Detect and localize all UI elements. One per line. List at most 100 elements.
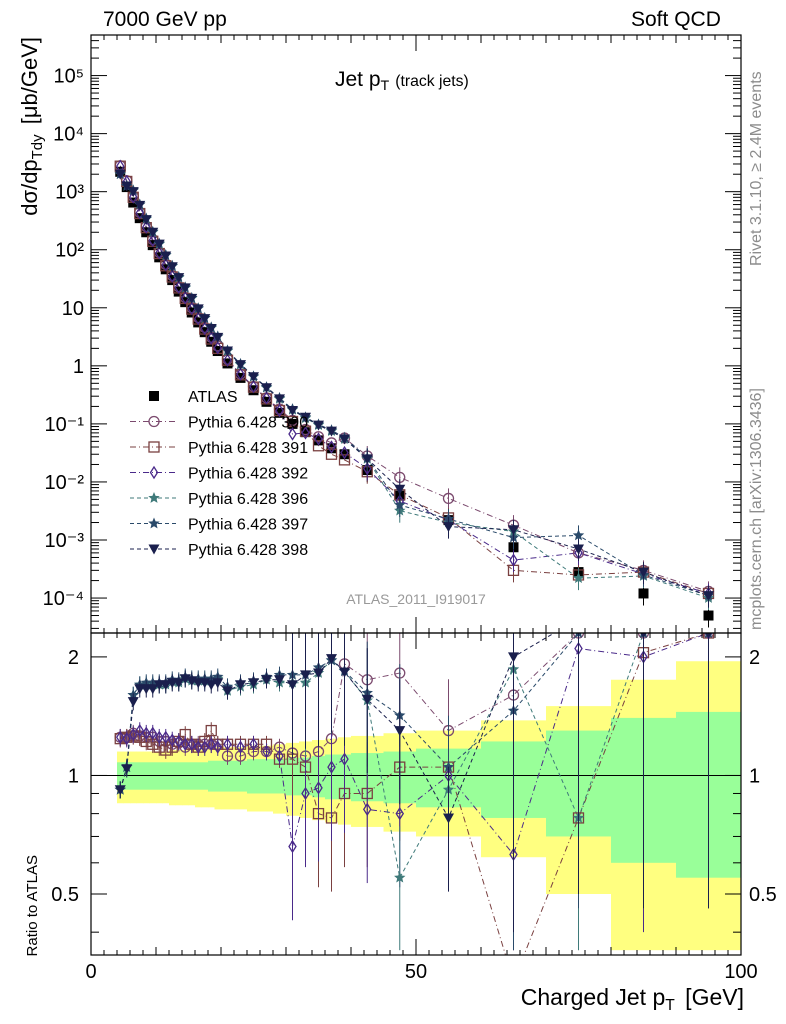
main-marker-2 bbox=[325, 448, 338, 460]
main-marker-3 bbox=[301, 426, 310, 440]
main-marker-5 bbox=[394, 499, 406, 510]
main-marker-6 bbox=[127, 187, 139, 198]
main-marker-0 bbox=[261, 396, 272, 407]
main-marker-3 bbox=[148, 233, 158, 248]
main-marker-0 bbox=[235, 372, 246, 383]
x-tick-label: 100 bbox=[724, 961, 757, 983]
ratio-marker-2 bbox=[154, 730, 164, 744]
main-marker-3 bbox=[249, 379, 258, 394]
ratio-marker-2 bbox=[122, 731, 132, 746]
main-marker-3 bbox=[135, 206, 145, 220]
main-marker-2 bbox=[299, 425, 312, 437]
legend-marker-1 bbox=[148, 415, 160, 428]
ratio-marker-2 bbox=[174, 734, 184, 749]
ratio-marker-2 bbox=[115, 730, 125, 744]
band-inner bbox=[188, 762, 196, 790]
ratio-marker-5 bbox=[205, 680, 217, 691]
ratio-marker-5 bbox=[235, 680, 246, 691]
main-marker-6 bbox=[186, 293, 198, 304]
ratio-marker-5 bbox=[147, 684, 159, 695]
legend-marker-0 bbox=[149, 391, 159, 401]
ylabel-main: dσ/dp bbox=[17, 159, 42, 215]
header-left: 7000 GeV pp bbox=[103, 8, 227, 31]
main-marker-3 bbox=[206, 331, 216, 345]
main-marker-6 bbox=[192, 304, 204, 315]
analysis-label: ATLAS_2011_I919017 bbox=[346, 591, 486, 607]
ratio-marker-2 bbox=[327, 760, 336, 774]
main-marker-0 bbox=[222, 358, 233, 369]
ratio-marker-2 bbox=[275, 749, 284, 763]
band-inner bbox=[273, 759, 287, 794]
main-marker-6 bbox=[638, 567, 649, 578]
legend: ATLAS Pythia 6.428 390 Pythia 6.428 391 Pyt… bbox=[130, 389, 308, 559]
ratio-marker-2 bbox=[148, 726, 158, 740]
ratio-marker-2 bbox=[161, 730, 171, 744]
ratio-marker-5 bbox=[160, 680, 172, 691]
ratio-y-axis-label: Ratio to ATLAS bbox=[24, 855, 41, 956]
main-marker-6 bbox=[261, 383, 272, 394]
ratio-series bbox=[114, 633, 715, 955]
ratio-marker-2 bbox=[206, 737, 216, 751]
main-marker-6 bbox=[361, 454, 373, 465]
ratio-line-4 bbox=[119, 633, 709, 790]
x-tick-label: 50 bbox=[405, 961, 427, 983]
ratio-marker-2 bbox=[340, 752, 349, 766]
band-inner bbox=[221, 760, 235, 792]
main-marker-0 bbox=[287, 418, 298, 429]
main-marker-6 bbox=[160, 251, 172, 262]
main-marker-6 bbox=[222, 346, 233, 357]
y-tick-label: 10⁻⁴ bbox=[43, 588, 84, 610]
ratio-y-tick-label-right: 0.5 bbox=[749, 884, 777, 906]
ratio-y-tick-label: 1 bbox=[68, 765, 79, 787]
main-marker-6 bbox=[147, 227, 159, 238]
ratio-marker-5 bbox=[248, 678, 259, 689]
xlabel-main: Charged Jet p bbox=[521, 984, 665, 1010]
main-marker-0 bbox=[703, 610, 714, 621]
legend-label: ATLAS bbox=[188, 389, 238, 406]
xlabel-sub: T bbox=[665, 997, 675, 1014]
main-marker-5 bbox=[572, 529, 585, 541]
ratio-marker-5 bbox=[287, 680, 298, 691]
ratio-marker-5 bbox=[173, 678, 185, 689]
ratio-marker-2 bbox=[262, 744, 271, 759]
ratio-marker-2 bbox=[301, 786, 310, 801]
ratio-marker-2 bbox=[180, 737, 190, 751]
x-axis-label: Charged Jet pT [GeV] bbox=[521, 984, 744, 1014]
main-marker-6 bbox=[248, 372, 259, 383]
ratio-line-2 bbox=[120, 633, 709, 856]
legend-marker-6 bbox=[148, 544, 160, 555]
main-marker-3 bbox=[141, 220, 151, 234]
main-marker-3 bbox=[362, 461, 372, 476]
main-marker-3 bbox=[509, 553, 518, 567]
ratio-marker-2 bbox=[187, 737, 197, 751]
ratio-marker-5 bbox=[394, 726, 406, 737]
ratio-marker-2 bbox=[128, 727, 138, 742]
ratio-marker-5 bbox=[300, 670, 311, 681]
main-marker-6 bbox=[394, 484, 406, 495]
legend-marker-5 bbox=[148, 517, 160, 529]
main-marker-0 bbox=[274, 407, 285, 418]
y-tick-label: 10³ bbox=[55, 182, 84, 204]
main-marker-6 bbox=[153, 239, 165, 250]
main-marker-3 bbox=[154, 246, 164, 260]
ratio-marker-2 bbox=[249, 737, 258, 751]
main-marker-6 bbox=[140, 215, 152, 226]
main-marker-4 bbox=[572, 572, 585, 584]
main-marker-6 bbox=[235, 360, 246, 371]
ratio-y-tick-label: 2 bbox=[68, 647, 79, 669]
x-tick-label: 0 bbox=[85, 961, 96, 983]
ratio-marker-5 bbox=[361, 694, 373, 705]
ratio-marker-2 bbox=[193, 740, 203, 754]
main-marker-6 bbox=[287, 406, 298, 417]
band-inner bbox=[182, 762, 189, 790]
chart-title: Jet pT (track jets) bbox=[335, 68, 469, 94]
main-marker-3 bbox=[327, 440, 336, 454]
ratio-marker-5 bbox=[274, 675, 285, 686]
ratio-marker-5 bbox=[339, 667, 350, 678]
main-marker-6 bbox=[339, 434, 350, 445]
ratio-y-tick-label: 0.5 bbox=[51, 884, 79, 906]
main-marker-6 bbox=[703, 591, 714, 602]
main-line-4 bbox=[119, 173, 709, 599]
ratio-marker-5 bbox=[508, 652, 519, 663]
